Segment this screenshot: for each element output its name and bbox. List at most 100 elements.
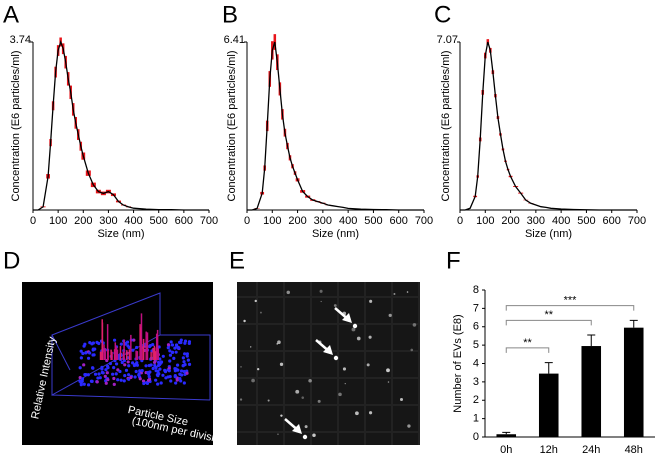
particle-dot (82, 363, 86, 367)
particle-dot (141, 379, 146, 383)
particle-dot (167, 366, 171, 370)
panel-label: C (434, 1, 451, 28)
particle-dot (166, 346, 170, 350)
particle-dot (144, 364, 148, 368)
x-tick-label: 24h (582, 444, 600, 456)
particle-dot (183, 352, 187, 356)
particle-dot (84, 351, 88, 355)
particle-dot (112, 382, 116, 386)
y-tick-label: 5 (473, 339, 479, 351)
particle-dot (182, 360, 186, 364)
particle-dot (158, 367, 162, 371)
vesicle (369, 299, 373, 303)
y-axis-label: Number of EVs (E8) (452, 314, 464, 412)
vesicle (368, 335, 372, 339)
particle-dot (167, 369, 171, 373)
x-tick-label: 100 (49, 215, 67, 227)
particle-dot (79, 356, 83, 360)
particle-dot (106, 366, 110, 370)
particle-dot (106, 378, 110, 382)
panel-label: D (3, 247, 20, 274)
x-tick-label: 0 (244, 215, 250, 227)
particle-dot (145, 381, 150, 386)
vesicle (240, 366, 242, 368)
vesicle (312, 433, 316, 438)
particle-dot (172, 356, 176, 360)
error-bar (629, 319, 638, 328)
y-tick-label: 7.07 (437, 34, 458, 46)
particle-dot (83, 342, 87, 346)
vesicle (277, 340, 281, 345)
vesicle (301, 396, 305, 399)
x-tick-label: 700 (415, 215, 433, 227)
particle-dot (123, 374, 127, 378)
particle-dot (166, 375, 170, 379)
vesicle (356, 336, 361, 341)
particle-dot (89, 379, 94, 383)
y-tick-label: 6.41 (224, 34, 245, 46)
y-tick-label: 4 (473, 357, 479, 369)
vesicle (304, 425, 308, 429)
panel-label: B (222, 1, 238, 28)
particle-dot (151, 366, 155, 371)
particle-dot (168, 353, 173, 357)
particle-dot (153, 360, 157, 365)
y-tick-label: 7 (473, 302, 479, 314)
x-tick-label: 700 (628, 215, 646, 227)
particle-dot (157, 345, 161, 349)
x-tick-label: 500 (577, 215, 595, 227)
particle-dot (79, 349, 83, 353)
vesicle (338, 392, 342, 397)
particle-dot (104, 381, 108, 385)
particle-dot (104, 368, 108, 372)
particle-dot (156, 363, 161, 368)
particle-dot (79, 381, 83, 385)
x-tick-label: 12h (540, 444, 558, 456)
particle-dot (176, 346, 180, 350)
bar (496, 434, 517, 437)
vesicle (239, 398, 243, 401)
particle-dot (131, 361, 135, 365)
vesicle (295, 389, 300, 394)
micrograph (237, 282, 420, 445)
vesicle (366, 363, 370, 367)
particle-dot (168, 359, 172, 363)
vesicle (277, 433, 279, 435)
particle-dot (173, 369, 177, 373)
arrow-head (342, 313, 352, 323)
particle-dot (97, 372, 101, 376)
x-tick-label: 200 (74, 215, 92, 227)
particle-dot (140, 368, 144, 373)
particle-dot (182, 381, 186, 385)
particle-dot (116, 378, 120, 382)
x-tick-label: 600 (603, 215, 621, 227)
particle-dot (100, 365, 104, 369)
vesicle (407, 424, 411, 428)
particle-dot (127, 377, 131, 381)
vesicle (393, 292, 396, 295)
vesicle (333, 355, 339, 361)
x-tick-label: 0 (457, 215, 463, 227)
vesicle (319, 289, 323, 293)
vesicle (344, 382, 346, 385)
x-tick-label: 600 (390, 215, 408, 227)
particle-dot (118, 369, 122, 374)
x-tick-label: 48h (625, 444, 643, 456)
vesicle (410, 348, 414, 352)
particle-dot (151, 342, 155, 347)
particle-dot (78, 366, 82, 370)
x-tick-label: 500 (364, 215, 382, 227)
x-tick-label: 0h (500, 444, 512, 456)
particle-dot (134, 369, 138, 374)
particle-dot (181, 364, 185, 368)
particle-dot (108, 361, 113, 366)
particle-dot (138, 377, 142, 381)
x-tick-label: 700 (200, 215, 218, 227)
particle-dot (91, 353, 95, 357)
x-axis-label: Size (nm) (97, 228, 144, 240)
particle-dot (170, 343, 175, 347)
particle-dot (170, 350, 175, 354)
particle-dot (132, 338, 136, 342)
significance-label: ** (523, 337, 532, 349)
